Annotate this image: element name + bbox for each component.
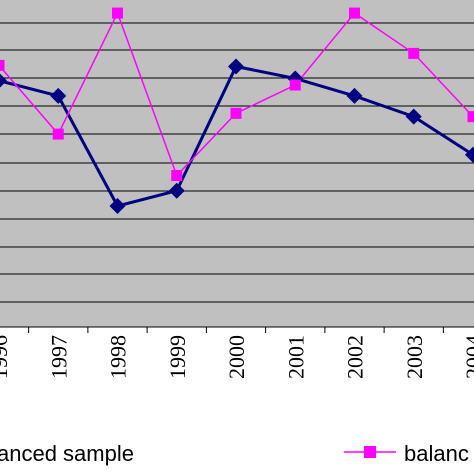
diamond-marker bbox=[50, 87, 67, 104]
diamond-marker bbox=[0, 73, 7, 88]
legend: anced sample balanc bbox=[0, 441, 469, 466]
square-marker bbox=[408, 47, 420, 59]
diamond-marker bbox=[109, 198, 126, 215]
square-marker bbox=[349, 7, 360, 19]
series-layer bbox=[0, 7, 474, 215]
diamond-marker bbox=[228, 58, 244, 75]
x-tick-label: 2003 bbox=[402, 335, 427, 379]
square-marker bbox=[112, 7, 123, 19]
square-marker bbox=[0, 59, 5, 71]
diamond-marker bbox=[465, 146, 474, 163]
square-marker bbox=[171, 169, 183, 181]
x-tick-label: 1996 bbox=[0, 335, 12, 379]
x-tick-label: 1998 bbox=[106, 335, 131, 379]
x-tick-label: 2000 bbox=[224, 335, 249, 379]
legend-square-marker bbox=[364, 446, 376, 458]
diamond-marker bbox=[405, 108, 422, 125]
x-tick-label: 2002 bbox=[343, 335, 368, 379]
x-tick-label: 2001 bbox=[283, 335, 308, 379]
gridlines bbox=[0, 22, 474, 303]
x-tick-label: 1997 bbox=[46, 335, 71, 379]
x-tick-labels: 1996 1997 1998 1999 2000 2001 2002 2003 2004 bbox=[0, 335, 474, 379]
x-tick-label: 2004 bbox=[461, 335, 474, 379]
square-marker bbox=[52, 128, 64, 140]
x-tick-label: 1999 bbox=[165, 335, 190, 379]
legend-label-balanced-sample: anced sample bbox=[0, 441, 134, 466]
diamond-marker bbox=[346, 87, 363, 104]
square-marker bbox=[230, 107, 242, 119]
diamond-marker bbox=[168, 182, 185, 199]
square-marker bbox=[289, 79, 301, 91]
x-ticks bbox=[28, 327, 444, 333]
legend-label-balanced-pink: balanc bbox=[404, 441, 469, 466]
square-marker bbox=[467, 111, 474, 123]
